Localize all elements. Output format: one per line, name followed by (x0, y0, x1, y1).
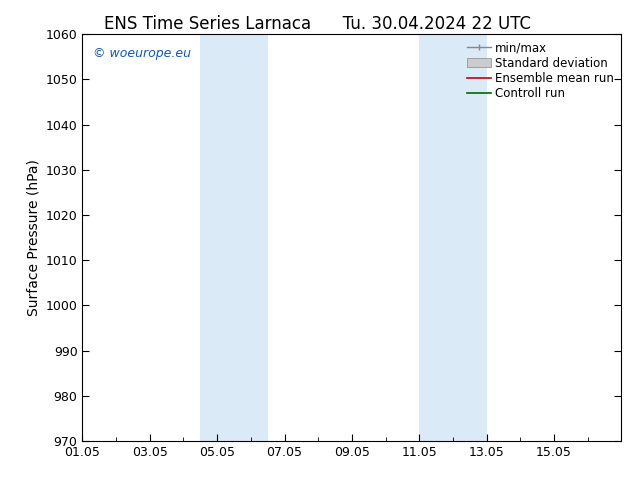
Y-axis label: Surface Pressure (hPa): Surface Pressure (hPa) (26, 159, 40, 316)
Text: ENS Time Series Larnaca      Tu. 30.04.2024 22 UTC: ENS Time Series Larnaca Tu. 30.04.2024 2… (103, 15, 531, 33)
Bar (200, 34, 268, 441)
Legend: min/max, Standard deviation, Ensemble mean run, Controll run: min/max, Standard deviation, Ensemble me… (463, 38, 618, 104)
Text: © woeurope.eu: © woeurope.eu (93, 47, 191, 59)
Bar (419, 34, 487, 441)
